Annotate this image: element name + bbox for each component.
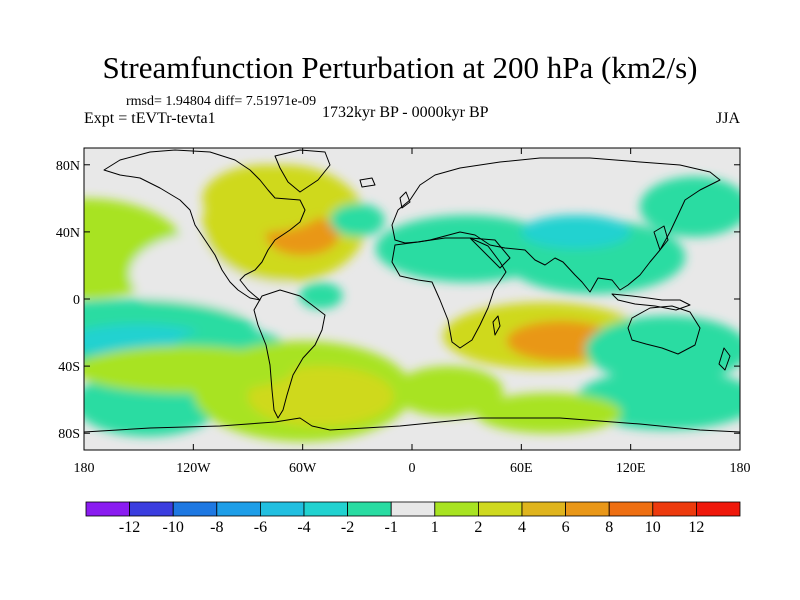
colorbar-label: 2 (474, 519, 482, 536)
coastlines (84, 149, 740, 433)
anomaly-region (521, 215, 631, 249)
x-tick-label: 60E (510, 461, 533, 476)
colorbar-swatch (172, 501, 218, 517)
colorbar-label: 8 (605, 519, 613, 536)
colorbar-swatch (303, 501, 348, 517)
colorbar-label: -10 (163, 519, 184, 536)
colorbar-label: 12 (688, 519, 704, 536)
experiment-label: Expt = tEVTr-tevta1 (84, 110, 216, 127)
x-tick-label: 180 (74, 461, 95, 476)
colorbar-label: 4 (518, 519, 526, 536)
y-tick-label: 0 (73, 293, 80, 308)
colorbar-swatch (696, 501, 741, 517)
colorbar-label: -4 (297, 519, 310, 536)
colorbar-swatch (434, 501, 479, 517)
colorbar-swatch (390, 501, 436, 517)
anomaly-region (248, 366, 394, 427)
x-tick-label: 120E (616, 461, 646, 476)
y-tick-label: 40N (56, 226, 80, 241)
anomaly-region (84, 345, 294, 393)
x-tick-label: 120W (176, 461, 211, 476)
anomaly-region (393, 366, 504, 417)
plot-title: Streamfunction Perturbation at 200 hPa (… (102, 50, 698, 85)
colorbar-swatch (652, 501, 697, 517)
colorbar-label: -6 (254, 519, 267, 536)
y-tick-label: 80N (56, 159, 80, 174)
colorbar-label: -8 (210, 519, 223, 536)
colorbar-swatch (477, 501, 523, 517)
anomaly-region (299, 282, 343, 310)
period-label: 1732kyr BP - 0000kyr BP (322, 104, 489, 121)
colorbar-swatch (216, 501, 261, 517)
colorbar-swatch (521, 501, 566, 517)
anomaly-region (585, 315, 740, 383)
colorbar-label: -1 (385, 519, 398, 536)
colorbar-swatch (565, 501, 610, 517)
anomaly-region (475, 392, 622, 434)
colorbar-label: 10 (645, 519, 661, 536)
colorbar-label: 6 (562, 519, 570, 536)
colorbar-label: -2 (341, 519, 354, 536)
y-tick-label: 80S (58, 427, 80, 442)
anomaly-region (330, 203, 385, 237)
anomaly-region (202, 164, 330, 232)
y-tick-label: 40S (58, 360, 80, 375)
x-axis: 180 120W 60W 0 60E 120E 180 (74, 148, 751, 476)
colorbar-swatch (129, 501, 174, 517)
x-tick-label: 180 (730, 461, 751, 476)
anomaly-region (639, 176, 740, 237)
colorbar-swatch (85, 501, 130, 517)
colorbar-swatch (259, 501, 305, 517)
season-label: JJA (716, 110, 741, 127)
colorbar: -12 -10 -8 -6 -4 -2 -1 1 2 4 6 8 10 12 (85, 501, 741, 536)
colorbar-label: 1 (431, 519, 439, 536)
colorbar-swatch (347, 501, 392, 517)
x-tick-label: 0 (409, 461, 416, 476)
rmsd-stats: rmsd= 1.94804 diff= 7.51971e-09 (126, 94, 317, 109)
x-tick-label: 60W (289, 461, 317, 476)
y-axis: 80N 40N 0 40S 80S (56, 159, 740, 442)
colorbar-swatch (608, 501, 654, 517)
colorbar-label: -12 (119, 519, 140, 536)
